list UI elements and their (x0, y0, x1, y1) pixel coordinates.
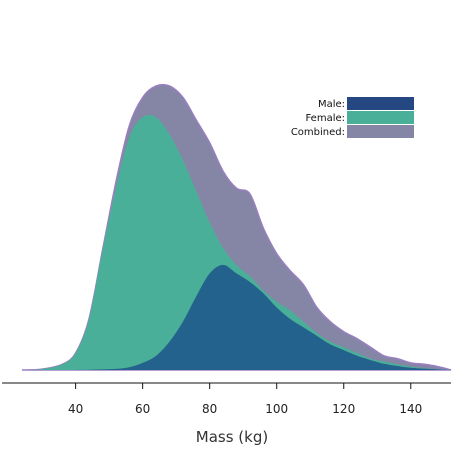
legend-swatch-male (347, 97, 414, 110)
legend-label-female: Female: (305, 113, 345, 124)
x-tick-label-80: 80 (202, 402, 217, 416)
x-tick-label-140: 140 (399, 402, 422, 416)
legend-swatch-female (347, 111, 414, 124)
legend-swatch-combined (347, 125, 414, 138)
area-female (22, 114, 451, 371)
x-tick-label-40: 40 (68, 402, 83, 416)
legend-label-male: Male: (318, 99, 345, 110)
x-tick-label-120: 120 (332, 402, 355, 416)
legend: Male: Female: Combined: (291, 97, 414, 138)
x-axis-title: Mass (kg) (196, 428, 268, 446)
x-tick-label-100: 100 (265, 402, 288, 416)
x-tick-label-60: 60 (135, 402, 150, 416)
x-axis-ticks: 40 60 80 100 120 140 (68, 383, 422, 416)
plot-areas (21, 83, 452, 371)
area-male (62, 264, 451, 370)
legend-label-combined: Combined: (291, 127, 345, 138)
